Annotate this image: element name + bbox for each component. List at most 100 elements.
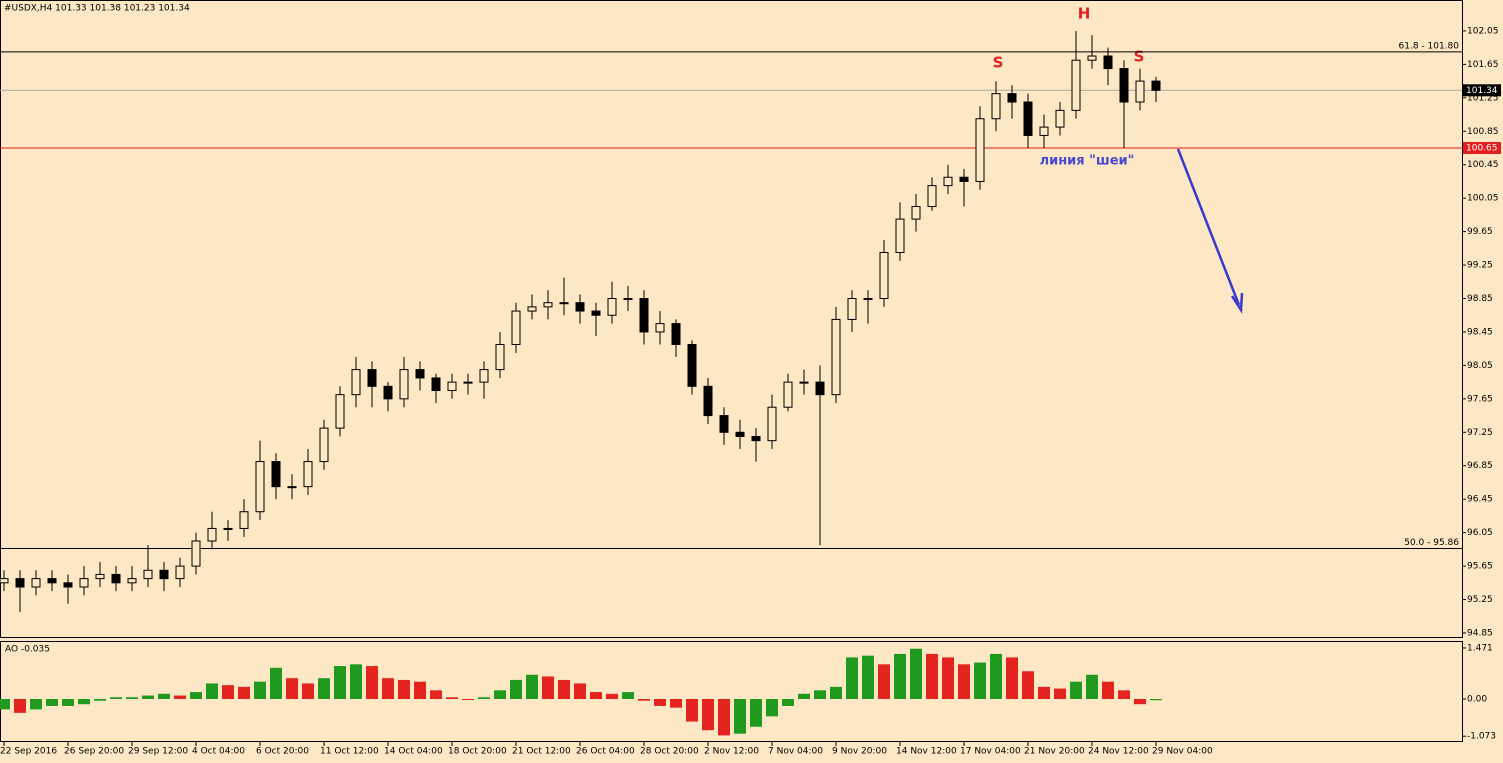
ao-bar [542, 676, 554, 700]
ao-bar [622, 692, 634, 700]
x-tick-label: 21 Oct 12:00 [512, 747, 571, 757]
ao-title: AO -0.035 [5, 645, 50, 655]
ao-bar [1006, 657, 1018, 700]
ao-panel [0, 641, 1463, 742]
candle-body [111, 573, 121, 584]
ao-bar [430, 690, 442, 700]
fib-label: 50.0 - 95.86 [1404, 538, 1459, 548]
candle-body [223, 527, 233, 530]
candle-body [623, 298, 633, 301]
ao-bar [46, 699, 58, 706]
ao-bar [942, 657, 954, 700]
last-price-label: 101.34 [1466, 86, 1498, 96]
candle-body [447, 381, 457, 391]
candle-body [63, 582, 73, 588]
ao-bar [958, 664, 970, 700]
candle-body [799, 381, 809, 384]
ao-bar [1150, 699, 1162, 701]
ao-bar [990, 653, 1002, 700]
y-tick-label: 101.65 [1467, 60, 1499, 70]
ao-bar [974, 662, 986, 700]
ao-bar [670, 699, 682, 708]
candle-body [959, 176, 969, 182]
candle-body [351, 369, 361, 396]
x-tick-label: 6 Oct 20:00 [256, 747, 309, 757]
candle-body [271, 461, 281, 488]
x-tick-label: 26 Oct 04:00 [576, 747, 635, 757]
x-tick-label: 21 Nov 20:00 [1024, 747, 1085, 757]
candle-body [383, 385, 393, 400]
ao-bar [350, 664, 362, 700]
ao-bar [766, 699, 778, 717]
candle-body [207, 527, 217, 542]
ao-bar [702, 699, 714, 731]
candle-body [1119, 68, 1129, 103]
candle-body [1087, 55, 1097, 61]
ao-bar [878, 664, 890, 700]
candle-body [911, 206, 921, 220]
ao-bar [814, 690, 826, 700]
ao-bar [78, 699, 90, 705]
x-tick-label: 2 Nov 12:00 [704, 747, 759, 757]
x-tick-label: 9 Nov 20:00 [832, 747, 887, 757]
candle-body [239, 511, 249, 529]
candle-body [879, 252, 889, 300]
ao-bar [830, 686, 842, 700]
ao-bar [558, 679, 570, 700]
y-tick-label: 99.25 [1467, 261, 1493, 271]
y-tick-label: 96.85 [1467, 461, 1493, 471]
candle-body [687, 344, 697, 387]
candle-body [159, 569, 169, 580]
ao-bar [190, 692, 202, 700]
ao-bar [510, 679, 522, 700]
candle-body [895, 218, 905, 254]
candle-body [191, 540, 201, 567]
y-tick-label: 0.00 [1467, 695, 1487, 705]
y-tick-label: 95.65 [1467, 562, 1493, 572]
x-tick-label: 14 Nov 12:00 [896, 747, 957, 757]
annotation: линия "шеи" [1040, 154, 1135, 169]
candle-body [495, 344, 505, 371]
ao-bar [0, 699, 10, 710]
ao-bar [750, 699, 762, 727]
candle-body [127, 578, 137, 584]
main-panel [0, 0, 1463, 638]
ao-bar [574, 683, 586, 700]
x-tick-label: 17 Nov 04:00 [960, 747, 1021, 757]
candle-body [591, 310, 601, 316]
candle-body [255, 461, 265, 513]
ao-bar [174, 695, 186, 700]
candle-body [1135, 80, 1145, 103]
ao-bar [654, 699, 666, 706]
candle-body [671, 323, 681, 346]
candle-body [831, 318, 841, 396]
ao-bar [638, 699, 650, 701]
candle-body [1071, 59, 1081, 111]
candle-body [719, 415, 729, 433]
y-tick-label: 98.45 [1467, 327, 1493, 337]
candle-body [847, 298, 857, 320]
arrow [1176, 148, 1241, 306]
x-tick-label: 4 Oct 04:00 [192, 747, 245, 757]
candle-body [463, 381, 473, 384]
candle-body [479, 369, 489, 383]
ao-bar [606, 693, 618, 700]
candle-body [335, 394, 345, 429]
y-tick-label: 100.85 [1467, 127, 1499, 137]
ao-bar [478, 697, 490, 700]
ao-bar [94, 699, 106, 701]
ao-bar [62, 699, 74, 706]
candle-body [287, 486, 297, 489]
ao-bar [910, 648, 922, 700]
ao-bar [590, 692, 602, 700]
ao-bar [1102, 681, 1114, 700]
x-tick-label: 7 Nov 04:00 [768, 747, 823, 757]
ao-bar [382, 678, 394, 700]
ao-bar [494, 690, 506, 700]
ao-bar [302, 683, 314, 700]
candle-body [415, 369, 425, 379]
candle-body [1023, 101, 1033, 136]
candle-body [319, 427, 329, 463]
ao-bar [238, 686, 250, 700]
candle-body [143, 569, 153, 580]
